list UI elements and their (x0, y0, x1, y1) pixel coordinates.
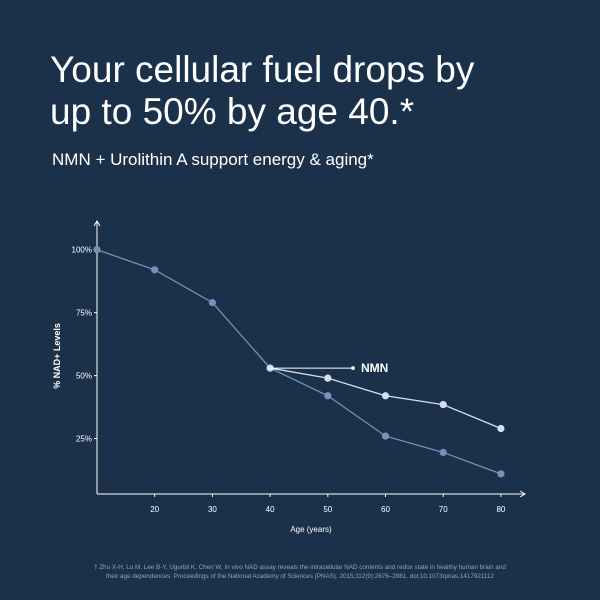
legend-label: NMN (361, 361, 388, 375)
x-axis-arrow (519, 490, 526, 498)
x-tick-label: 50 (323, 505, 332, 514)
y-tick-label: 75% (76, 309, 92, 318)
footnote: † Zhu X-H, Lu M, Lee B-Y, Ugurbil K, Che… (94, 564, 506, 571)
annotation-dot (351, 366, 355, 370)
y-tick-label: 25% (76, 435, 92, 444)
data-point (324, 374, 332, 382)
x-tick-label: 40 (266, 505, 275, 514)
x-tick-label: 80 (496, 505, 505, 514)
x-tick-label: 20 (150, 505, 159, 514)
data-point (439, 448, 447, 457)
x-tick-label: 60 (381, 505, 390, 514)
title-line: up to 50% by age 40.* (50, 91, 414, 132)
x-tick-label: 30 (208, 505, 217, 514)
data-point (497, 470, 505, 478)
data-point (381, 392, 390, 400)
subtitle: NMN + Urolithin A support energy & aging… (52, 150, 374, 169)
data-point (381, 432, 390, 440)
data-point (324, 392, 332, 400)
data-point (497, 424, 505, 433)
data-point (208, 298, 217, 307)
data-point (439, 400, 447, 409)
title-line: Your cellular fuel drops by (50, 49, 475, 90)
y-axis-arrow (93, 220, 101, 227)
data-point (151, 266, 159, 274)
y-tick-label: 100% (72, 246, 92, 255)
series-line (96, 249, 502, 475)
x-axis-label: Age (years) (290, 525, 332, 534)
y-axis-label: % NAD+ Levels (52, 323, 62, 389)
y-tick-label: 50% (76, 372, 92, 381)
data-point (93, 246, 101, 254)
footnote: their age dependences. Proceedings of th… (106, 573, 494, 580)
x-tick-label: 70 (439, 505, 448, 514)
